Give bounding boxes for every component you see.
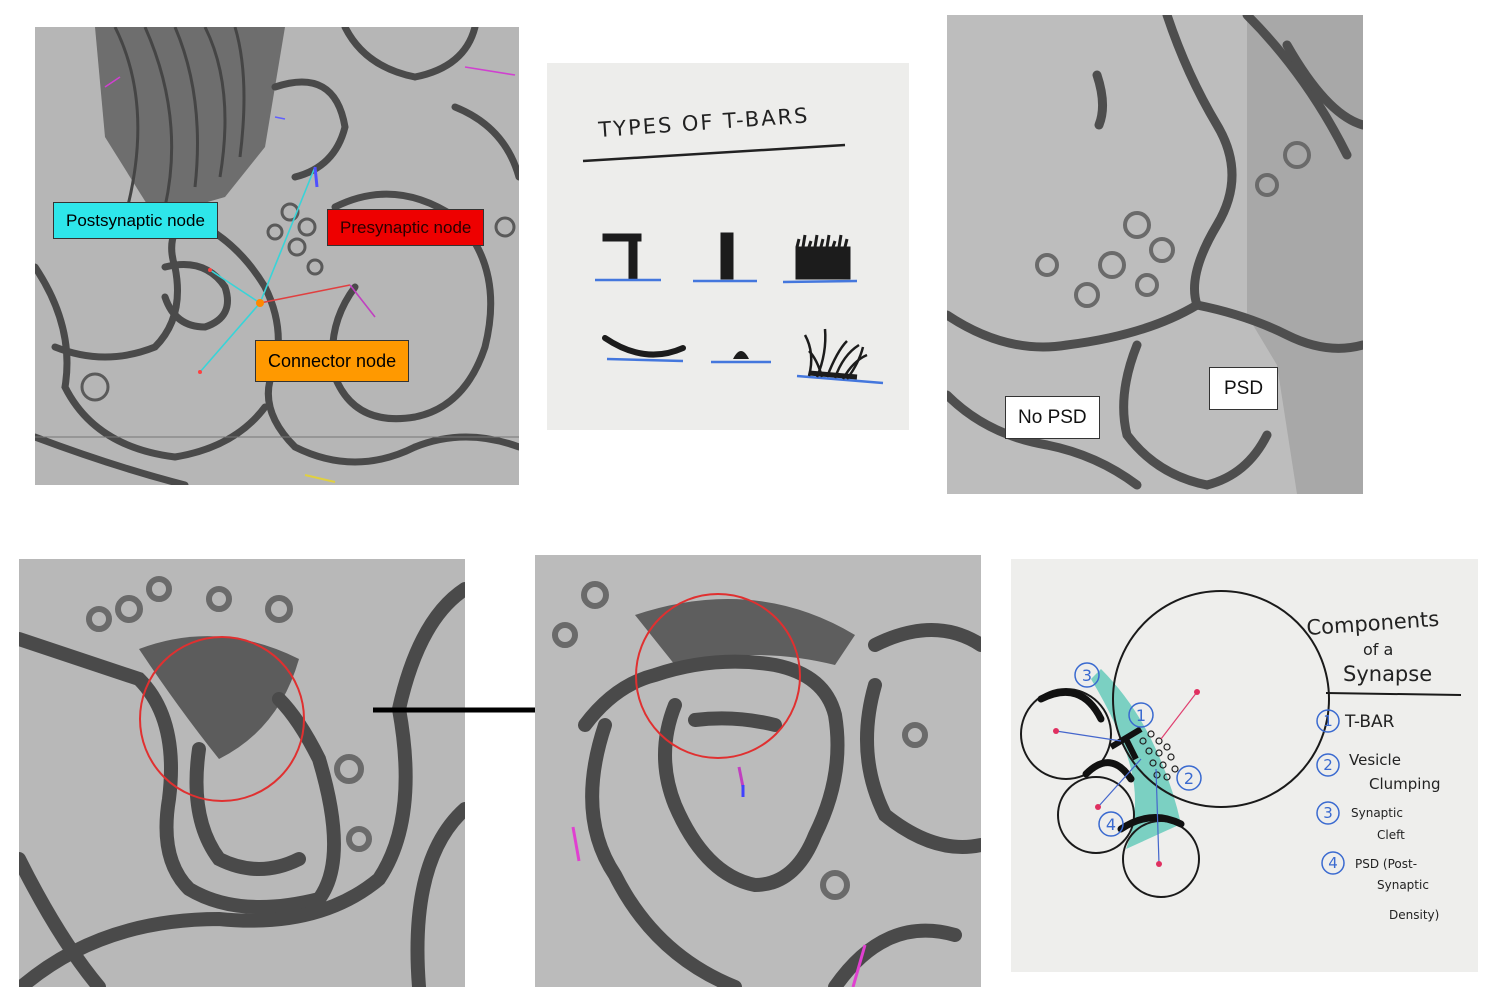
synapse-title-3: Synapse	[1343, 662, 1432, 686]
em-panel-node-types: Postsynaptic node Presynaptic node Conne…	[35, 27, 519, 485]
list-item-2-line2: Clumping	[1369, 775, 1440, 793]
vesicle-cluster	[1139, 730, 1179, 781]
diagram-number-3: 3	[1082, 666, 1092, 685]
list-item-4-line2: Synaptic	[1377, 878, 1429, 892]
tbar-grass-shape	[803, 328, 868, 380]
tbar-t-shape	[602, 233, 642, 242]
list-number-1: 1	[1323, 712, 1333, 730]
em-panel-before	[19, 559, 465, 987]
tbar-arc-shape	[602, 335, 686, 358]
presynaptic-cell	[1112, 590, 1330, 808]
highlight-circle	[139, 636, 305, 802]
diagram-number-2: 2	[1184, 769, 1194, 788]
list-number-3: 3	[1323, 804, 1333, 822]
tbar-column-shape	[720, 232, 734, 280]
list-item-4-line1: PSD (Post-	[1355, 857, 1417, 871]
em-panel-psd: No PSD PSD	[947, 15, 1363, 494]
em-image-3	[947, 15, 1363, 494]
tbar-types-drawing: TYPES OF T-BARS	[547, 63, 909, 430]
whiteboard-synapse-components: 3 1 2 4 Components of a Synapse 1 2 3 4 …	[1011, 559, 1478, 972]
list-item-3-line2: Cleft	[1377, 828, 1405, 842]
presynaptic-node-label: Presynaptic node	[327, 209, 485, 246]
connector-node-dot	[256, 299, 264, 307]
tbar-dot-shape	[733, 351, 749, 359]
list-number-4: 4	[1328, 854, 1338, 872]
no-psd-label: No PSD	[1005, 396, 1100, 439]
list-item-1-line1: T-BAR	[1344, 712, 1395, 732]
psd-label: PSD	[1209, 367, 1279, 410]
em-image-1	[35, 27, 519, 485]
synapse-components-drawing: 3 1 2 4 Components of a Synapse 1 2 3 4 …	[1011, 559, 1478, 972]
synapse-title-2: of a	[1363, 640, 1393, 659]
em-image-4	[19, 559, 465, 987]
highlight-circle	[635, 593, 801, 759]
list-item-2-line1: Vesicle	[1349, 751, 1401, 769]
postsynaptic-node-label: Postsynaptic node	[53, 202, 218, 239]
whiteboard-tbar-types: TYPES OF T-BARS	[547, 63, 909, 430]
list-number-2: 2	[1323, 756, 1333, 774]
tbar-brush-shape	[795, 234, 851, 280]
em-panel-after	[535, 555, 981, 987]
connector-node-label: Connector node	[255, 340, 410, 382]
diagram-number-1: 1	[1136, 706, 1146, 725]
list-item-4-line3: Density)	[1389, 908, 1439, 922]
diagram-number-4: 4	[1106, 815, 1116, 834]
t-bar-mark	[1109, 726, 1143, 761]
em-image-5	[535, 555, 981, 987]
list-item-3-line1: Synaptic	[1351, 806, 1403, 820]
